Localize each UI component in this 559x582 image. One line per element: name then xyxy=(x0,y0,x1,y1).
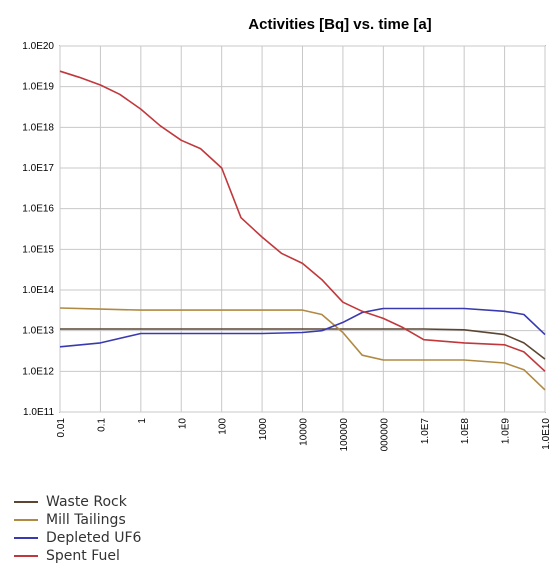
x-tick-label: 10 xyxy=(177,418,188,430)
x-tick-label: 1.0E7 xyxy=(420,418,431,445)
legend-item-depleted-uf6: Depleted UF6 xyxy=(14,529,141,547)
legend-swatch-depleted-uf6 xyxy=(14,537,38,539)
y-tick-label: 1.0E14 xyxy=(22,285,54,296)
legend-label-spent-fuel: Spent Fuel xyxy=(46,548,120,564)
y-tick-label: 1.0E19 xyxy=(22,82,54,93)
series-line-depleted-uf6 xyxy=(59,307,546,348)
series-line-mill-tailings xyxy=(59,307,546,391)
x-tick-label: 1 xyxy=(137,418,148,424)
legend-label-mill-tailings: Mill Tailings xyxy=(46,512,126,528)
x-axis-ticks: 0.01 0.1 1 10 100 1000 10000 100000 000000 1.0E7 1… xyxy=(56,418,552,452)
x-tick-label: 0.01 xyxy=(56,418,67,438)
legend-swatch-waste-rock xyxy=(14,501,38,503)
legend-item-mill-tailings: Mill Tailings xyxy=(14,511,141,529)
legend: Waste Rock Mill Tailings Depleted UF6 Sp… xyxy=(14,493,141,565)
x-tick-label: 10000 xyxy=(299,418,310,446)
series-lines xyxy=(59,70,546,391)
activity-chart: Activities [Bq] vs. time [a] 1.0E20 1.0E1… xyxy=(22,16,552,452)
legend-swatch-mill-tailings xyxy=(14,519,38,521)
legend-label-waste-rock: Waste Rock xyxy=(46,494,127,510)
y-axis-ticks: 1.0E20 1.0E19 1.0E18 1.0E17 1.0E16 1.0E15 1.0E… xyxy=(22,41,54,418)
grid-lines xyxy=(59,45,546,413)
legend-item-spent-fuel: Spent Fuel xyxy=(14,547,141,565)
x-tick-label: 1.0E8 xyxy=(460,418,471,445)
y-tick-label: 1.0E17 xyxy=(22,163,54,174)
x-tick-label: 0.1 xyxy=(96,418,107,432)
y-tick-label: 1.0E13 xyxy=(22,326,54,337)
x-tick-label: 000000 xyxy=(379,418,390,452)
y-tick-label: 1.0E20 xyxy=(22,41,54,52)
y-tick-label: 1.0E11 xyxy=(23,407,54,418)
x-tick-label: 1.0E10 xyxy=(541,418,552,450)
x-tick-label: 1000 xyxy=(258,418,269,441)
y-tick-label: 1.0E16 xyxy=(22,204,54,215)
legend-swatch-spent-fuel xyxy=(14,555,38,557)
series-line-waste-rock xyxy=(60,328,546,360)
x-tick-label: 1.0E9 xyxy=(501,418,512,445)
legend-label-depleted-uf6: Depleted UF6 xyxy=(46,530,142,546)
legend-item-waste-rock: Waste Rock xyxy=(14,493,141,511)
y-tick-label: 1.0E15 xyxy=(22,244,54,255)
y-tick-label: 1.0E12 xyxy=(22,366,54,377)
chart-title: Activities [Bq] vs. time [a] xyxy=(248,16,431,33)
series-line-spent-fuel xyxy=(59,70,546,372)
y-tick-label: 1.0E18 xyxy=(22,122,54,133)
x-tick-label: 100000 xyxy=(339,418,350,452)
x-tick-label: 100 xyxy=(218,418,229,435)
